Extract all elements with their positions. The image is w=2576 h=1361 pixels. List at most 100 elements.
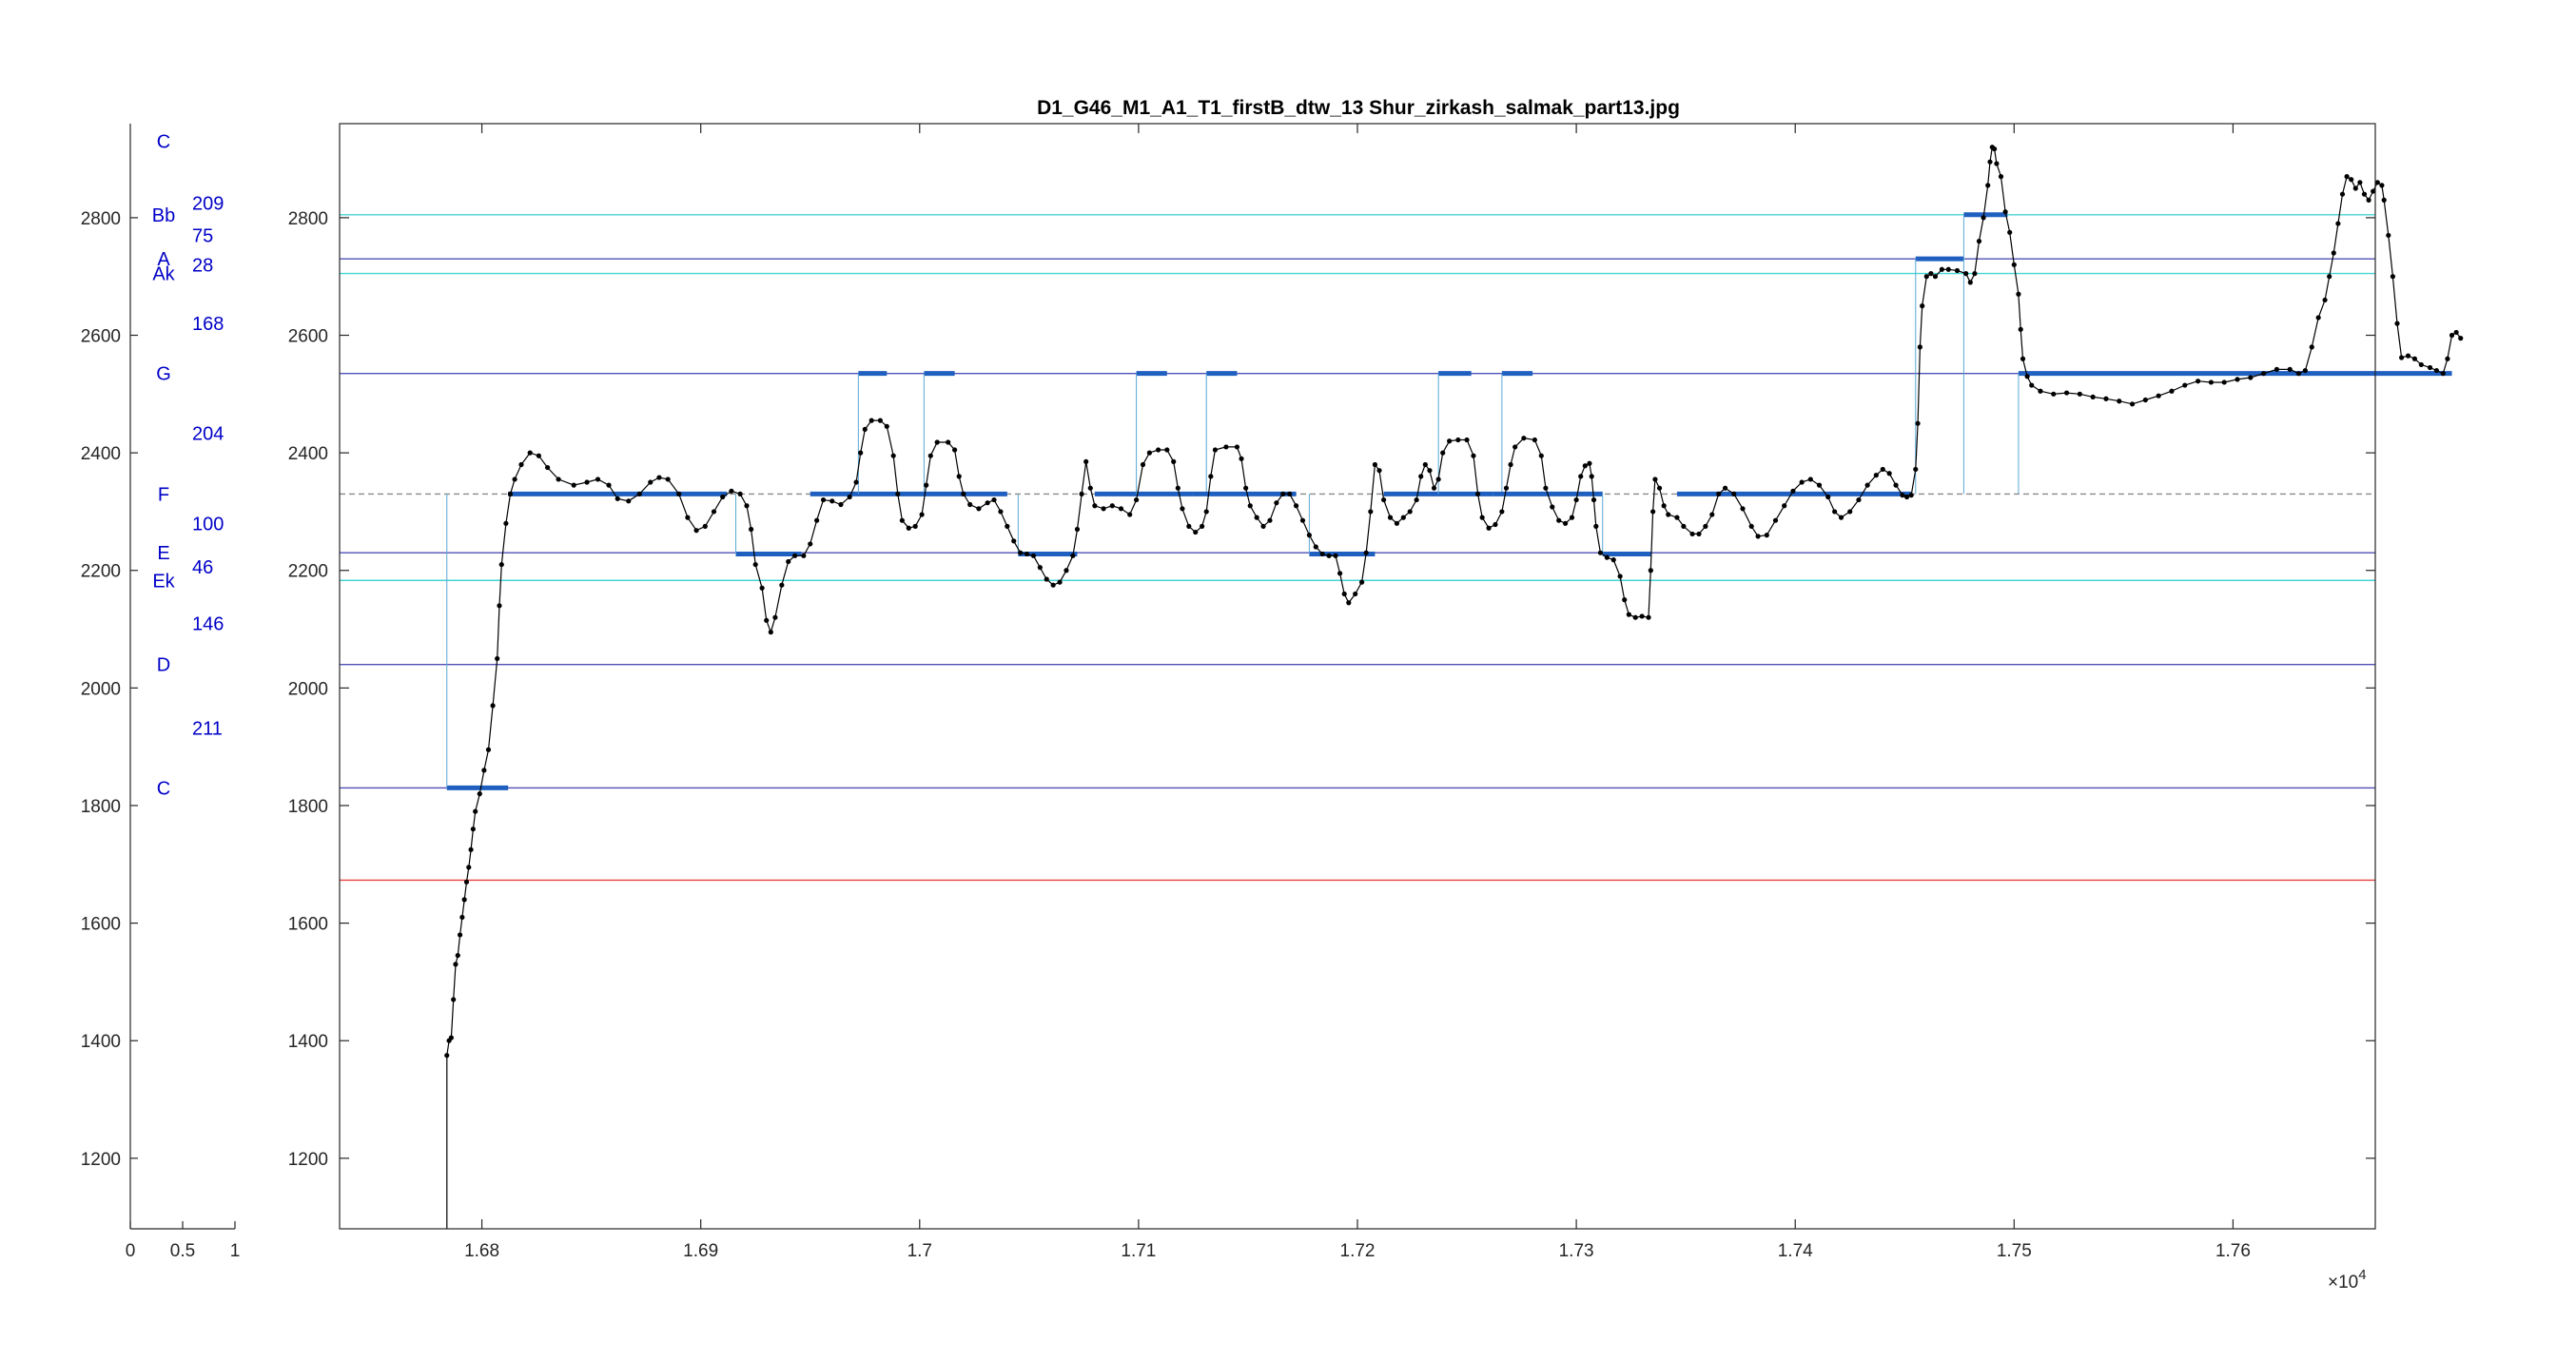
pitch-point xyxy=(2361,191,2368,197)
pitch-point xyxy=(1864,482,1870,488)
pitch-point xyxy=(1050,582,1056,588)
pitch-point xyxy=(1326,553,1332,558)
pitch-point xyxy=(1920,303,1925,309)
pitch-point xyxy=(473,808,478,814)
pitch-point xyxy=(503,520,509,526)
pitch-point xyxy=(1109,503,1115,509)
pitch-point xyxy=(1372,461,1378,468)
note-label: A xyxy=(157,249,170,270)
pitch-point xyxy=(1563,520,1569,526)
pitch-point xyxy=(1267,517,1273,523)
pitch-point xyxy=(779,582,785,588)
pitch-point xyxy=(1186,523,1192,529)
y-tick-label: 1400 xyxy=(288,1032,328,1052)
pitch-point xyxy=(956,474,962,479)
pitch-point xyxy=(2309,344,2314,350)
pitch-point xyxy=(1018,550,1024,555)
pitch-point xyxy=(1363,550,1369,555)
pitch-point xyxy=(1293,503,1299,509)
pitch-point xyxy=(1346,600,1352,606)
pitch-point xyxy=(1243,485,1249,491)
pitch-point xyxy=(2418,361,2424,368)
x-tick-label: 1.68 xyxy=(464,1241,499,1261)
pitch-point xyxy=(1928,271,1934,277)
pitch-point xyxy=(1140,461,1146,468)
pitch-point xyxy=(1464,437,1470,443)
pitch-point xyxy=(459,914,465,921)
x-ticks: 1.68 1.69 1.7 1.71 1.72 1.73 1.74 1.75 1.76 xyxy=(464,124,2251,1261)
pitch-point xyxy=(1254,515,1259,520)
scale-note-labels: C Bb AAk G F E Ek D C xyxy=(152,132,176,800)
pitch-point xyxy=(2335,221,2341,226)
pitch-point xyxy=(490,703,496,709)
pitch-point xyxy=(1164,447,1170,453)
pitch-point xyxy=(1422,461,1428,468)
pitch-point xyxy=(899,517,905,523)
pitch-point xyxy=(1133,496,1140,503)
pitch-point xyxy=(1127,512,1133,517)
pitch-point xyxy=(1299,517,1306,523)
interval-label: 209 xyxy=(192,193,224,214)
pitch-point xyxy=(2063,390,2070,396)
pitch-point xyxy=(2315,315,2321,321)
pitch-point xyxy=(2195,379,2201,384)
pitch-point xyxy=(527,450,533,456)
x-tick-label: 1.74 xyxy=(1778,1241,1813,1261)
pitch-point xyxy=(1582,463,1588,469)
pitch-point xyxy=(1932,274,1939,280)
pitch-point xyxy=(1223,444,1229,450)
pitch-point xyxy=(507,491,514,496)
y-tick-label: 1200 xyxy=(288,1150,328,1170)
x-tick-label: 1.69 xyxy=(683,1241,718,1261)
pitch-point xyxy=(1341,591,1347,597)
pitch-point xyxy=(1479,515,1485,520)
pitch-point xyxy=(2016,291,2021,297)
pitch-point xyxy=(1368,509,1374,515)
pitch-point xyxy=(1886,471,1892,476)
pitch-point xyxy=(656,475,662,480)
pitch-point xyxy=(2433,367,2440,374)
pitch-point xyxy=(1447,438,1453,444)
note-label: D xyxy=(157,655,170,676)
pitch-point xyxy=(1037,565,1043,571)
pitch-point xyxy=(1414,496,1419,503)
pitch-point xyxy=(1972,271,1978,277)
pitch-point xyxy=(2248,375,2254,380)
pitch-point xyxy=(2302,367,2308,374)
pitch-point xyxy=(477,791,482,797)
pitch-point xyxy=(1987,159,1993,165)
pitch-point xyxy=(606,482,612,488)
pitch-point xyxy=(853,479,859,485)
pitch-point xyxy=(2405,353,2411,359)
pitch-point xyxy=(1799,479,1805,485)
pitch-point xyxy=(976,506,982,512)
scale-y-tick-label: 2800 xyxy=(81,209,121,229)
pitch-point xyxy=(1716,491,1722,496)
pitch-point xyxy=(1945,266,1951,272)
pitch-point xyxy=(912,523,918,529)
pitch-point xyxy=(451,997,457,1002)
pitch-point xyxy=(2458,336,2464,341)
scale-y-tick-label: 1400 xyxy=(81,1032,121,1052)
pitch-point xyxy=(1587,460,1592,466)
pitch-point xyxy=(1493,521,1498,528)
scale-y-tick-label: 1600 xyxy=(81,915,121,935)
pitch-point xyxy=(2453,329,2459,336)
x-tick-label: 1.75 xyxy=(1997,1241,2032,1261)
scale-y-tick-label: 2400 xyxy=(81,444,121,464)
pitch-point xyxy=(1674,515,1680,520)
pitch-point xyxy=(772,614,778,620)
pitch-point xyxy=(702,523,708,529)
scale-y-tick-label: 1800 xyxy=(81,797,121,817)
pitch-point xyxy=(2327,274,2332,280)
pitch-point xyxy=(711,509,717,515)
pitch-point xyxy=(2090,394,2096,400)
pitch-point xyxy=(1626,612,1631,617)
pitch-point xyxy=(2117,399,2122,404)
pitch-point xyxy=(1208,474,1214,479)
pitch-point xyxy=(1656,485,1663,491)
pitch-point xyxy=(2038,388,2043,394)
pitch-point xyxy=(2399,355,2405,360)
pitch-point xyxy=(792,553,798,558)
